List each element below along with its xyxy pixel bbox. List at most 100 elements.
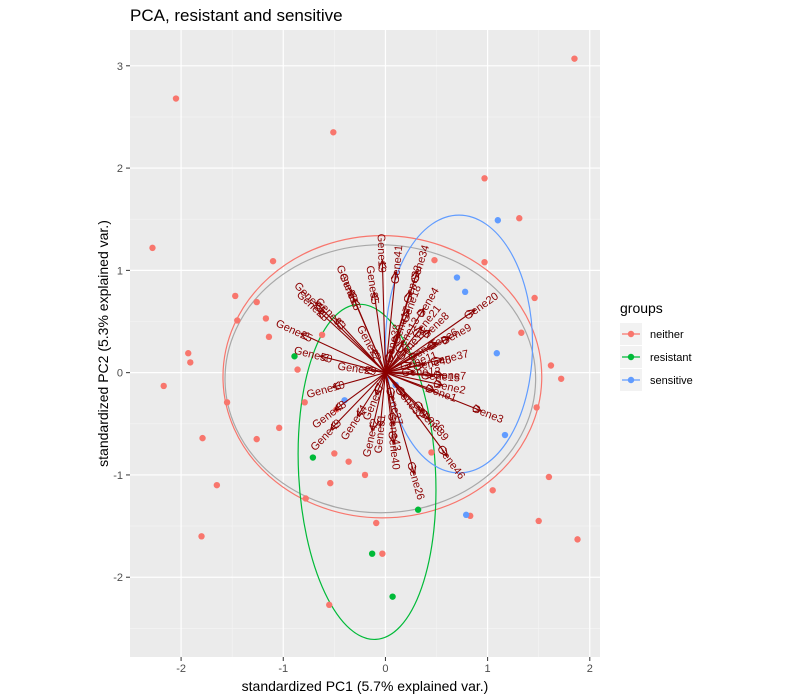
legend-label: resistant: [650, 352, 692, 364]
data-point: [501, 431, 509, 439]
data-point: [533, 404, 540, 411]
data-point: [545, 473, 553, 481]
data-point: [557, 375, 565, 382]
data-point: [547, 362, 555, 369]
data-point: [531, 294, 538, 302]
data-point: [185, 350, 192, 357]
loading-arrow: [376, 372, 386, 394]
data-point: [172, 95, 180, 102]
data-point: [253, 298, 260, 306]
loading-arrow: [385, 372, 441, 385]
loading-arrow: [385, 373, 432, 376]
data-point: [331, 450, 338, 457]
x-axis: -2 -1 0 1 2: [176, 657, 593, 675]
data-point: [389, 593, 396, 600]
data-point: [309, 454, 317, 461]
data-point: [368, 550, 376, 557]
loading-label: Gene35: [363, 265, 380, 305]
loading-label: Gene31: [373, 414, 389, 454]
loading-arrow: [354, 299, 386, 373]
group-ellipses: [222, 214, 543, 641]
loading-arrow: [385, 372, 404, 397]
group-ellipse: [222, 234, 543, 519]
legend: groups neither resistant sensitive: [620, 300, 693, 391]
data-point: [574, 536, 581, 543]
x-tick-label: -2: [176, 663, 186, 675]
loading-arrows: [302, 261, 481, 473]
data-point: [489, 487, 496, 494]
legend-point: [627, 353, 635, 361]
data-point: [262, 315, 270, 322]
loading-arrow: [336, 319, 386, 374]
data-point: [373, 519, 380, 527]
data-point: [431, 256, 438, 264]
data-point: [253, 435, 260, 443]
data-point: [318, 331, 326, 339]
loading-arrow: [321, 356, 386, 374]
data-point: [149, 244, 156, 252]
data-point: [301, 399, 308, 406]
grid-major: [130, 30, 600, 657]
data-point: [379, 550, 386, 557]
data-point: [326, 601, 333, 609]
loading-arrow: [319, 311, 386, 374]
data-point: [291, 353, 298, 360]
data-point: [428, 449, 435, 456]
x-axis-title: standardized PC1 (5.7% explained var.): [242, 678, 489, 694]
data-point: [361, 471, 369, 479]
data-point: [199, 434, 206, 442]
data-point: [269, 257, 277, 265]
legend-point: [627, 330, 635, 338]
loading-arrow: [385, 350, 405, 374]
legend-title: groups: [620, 300, 663, 316]
legend-label: sensitive: [650, 375, 693, 387]
loading-arrow: [316, 303, 386, 374]
loading-arrow: [385, 363, 411, 374]
x-tick-label: -1: [278, 663, 288, 675]
data-point: [275, 424, 283, 432]
loading-arrow: [385, 331, 429, 374]
y-tick-label: -1: [113, 470, 123, 482]
data-point: [327, 479, 334, 487]
group-ellipse: [384, 214, 534, 474]
loading-arrow: [372, 372, 386, 430]
data-point: [461, 288, 469, 296]
loading-arrow: [385, 372, 480, 411]
loading-arrow: [365, 370, 386, 373]
loading-arrow: [358, 372, 386, 416]
x-tick-label: 1: [485, 663, 491, 675]
x-tick-label: 2: [587, 663, 593, 675]
data-point: [265, 333, 273, 341]
loading-arrow: [380, 372, 386, 426]
data-point: [213, 481, 221, 489]
plot-panel: [130, 30, 600, 657]
y-axis-title: standardized PC2 (5.3% explained var.): [95, 220, 111, 467]
group-ellipse: [224, 244, 537, 514]
data-point: [294, 366, 301, 373]
loading-arrow: [373, 350, 386, 373]
data-point: [481, 175, 488, 182]
data-point: [302, 495, 309, 502]
data-point: [234, 317, 241, 324]
loading-arrow: [385, 364, 424, 374]
y-tick-label: 3: [117, 61, 123, 73]
data-point: [414, 506, 422, 513]
loading-arrow: [382, 261, 385, 373]
data-point: [223, 399, 231, 406]
loading-arrow: [385, 354, 416, 374]
x-tick-label: 0: [382, 663, 388, 675]
legend-label: neither: [650, 329, 684, 341]
data-point: [535, 517, 542, 525]
loading-label: Gene12: [401, 366, 441, 379]
data-point: [330, 129, 337, 136]
data-points: [149, 55, 581, 609]
loading-label: Gene15: [420, 370, 460, 385]
loading-label: Gene41: [390, 244, 406, 284]
data-point: [462, 511, 470, 519]
y-axis: -2 -1 0 1 2 3: [113, 61, 130, 584]
y-tick-label: 0: [117, 368, 123, 380]
loading-arrow: [333, 372, 386, 387]
loading-arrow: [335, 372, 386, 410]
